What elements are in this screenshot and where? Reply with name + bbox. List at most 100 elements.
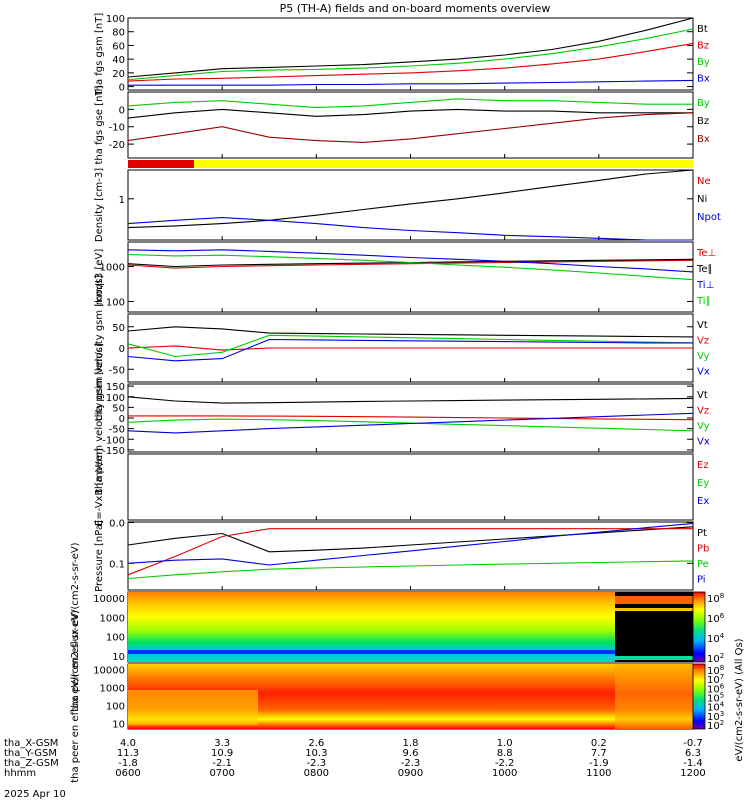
electron-spectrogram	[128, 664, 693, 729]
x-axis-row-label: tha_X-GSM	[4, 738, 58, 749]
colorbar-tick-label: 104	[707, 632, 725, 645]
y-tick-label: 0.1	[109, 559, 125, 570]
x-axis-value: 8.8	[497, 748, 513, 759]
legend-Ey: Ey	[697, 478, 709, 489]
panel-ylabel: tha peir en eflux eV/(cm2-s-sr-eV)	[70, 542, 81, 711]
panel-frame	[127, 241, 694, 313]
plot-title: P5 (TH-A) fields and on-board moments ov…	[280, 2, 551, 15]
legend-Vx: Vx	[697, 437, 710, 448]
y-tick-label: -50	[109, 365, 125, 376]
series-line-Bz	[127, 108, 693, 119]
x-axis-value: 11.3	[117, 748, 139, 759]
legend-Bz: Bz	[697, 116, 709, 127]
x-axis-value: 1200	[680, 768, 705, 779]
panel-5: tha peem velocity gsm [km/s] 150100500-50…	[94, 343, 710, 493]
x-axis-value: 4.0	[120, 738, 136, 749]
x-axis-value: 7.7	[591, 748, 607, 759]
x-axis-value: 0600	[115, 768, 140, 779]
x-axis-value: -2.3	[401, 758, 421, 769]
legend-Vx: Vx	[697, 367, 710, 378]
electron-spectrogram-patch	[128, 690, 258, 725]
x-axis-value: 9.6	[403, 748, 419, 759]
legend-By: By	[697, 98, 710, 109]
panel-ylabel: moqt3 [eV]	[94, 249, 105, 306]
panel-ylabel: tha fgs gsm [nT]	[94, 13, 105, 96]
panel-ylabel: tha peim velocity gsm [km/s]	[94, 275, 105, 422]
y-tick-label: -10	[109, 123, 125, 134]
y-tick-label: 1000	[100, 613, 125, 624]
legend-Pb: Pb	[697, 544, 709, 555]
y-tick-label: 10	[112, 720, 125, 731]
ion-spectrogram-top-band	[615, 596, 693, 604]
panel-ylabel: tha peer en eflux eV/(cm2-s-sr-eV)	[70, 610, 81, 783]
y-tick-label: -100	[102, 435, 125, 446]
series-line-Ti∥	[127, 253, 694, 281]
panels: tha fgs gsm [nT] 100806040200BtBzByBxtha …	[70, 13, 721, 783]
y-tick-label: 0	[119, 105, 125, 116]
legend-Vt: Vt	[697, 390, 708, 401]
x-axis-row-label: tha_Y-GSM	[4, 748, 57, 759]
x-axis-value: 1100	[586, 768, 611, 779]
y-tick-label: 40	[112, 55, 125, 66]
panel-ylabel: E=-VxB [mV/m]	[94, 448, 105, 526]
ion-spectrogram	[128, 592, 693, 662]
y-tick-label: 1	[119, 195, 125, 206]
electron-spectrogram-late	[615, 664, 693, 729]
y-tick-label: 0	[119, 83, 125, 94]
y-tick-label: 10000	[93, 665, 125, 676]
colorbar-tick-label: 102	[707, 719, 724, 732]
x-axis-value: 2.6	[308, 738, 324, 749]
x-axis-value: 0.2	[591, 738, 607, 749]
y-tick-label: 100	[106, 297, 125, 308]
x-axis-value: 1000	[492, 768, 517, 779]
legend-Pe: Pe	[697, 559, 709, 570]
x-axis-value: -1.9	[589, 758, 609, 769]
series-line-By	[127, 98, 693, 109]
mode-bar-yellow	[128, 160, 693, 168]
mode-bar-red	[128, 160, 194, 168]
legend-Bz: Bz	[697, 41, 709, 52]
series-line-Ti⊥	[127, 249, 694, 273]
legend-Ex: Ex	[697, 496, 709, 507]
panel-frame	[127, 17, 694, 91]
y-tick-label: 1000	[100, 262, 125, 273]
x-axis-value: -0.7	[683, 738, 703, 749]
series-line-Vy	[127, 418, 694, 432]
y-tick-label: 50	[112, 403, 125, 414]
legend-Te⊥: Te⊥	[696, 248, 716, 259]
legend-Pt: Pt	[697, 528, 707, 539]
colorbar-electron-gradient	[692, 663, 706, 730]
y-tick-label: 10	[112, 652, 125, 663]
y-tick-label: 150	[106, 382, 125, 393]
legend-Ni: Ni	[697, 194, 707, 205]
date-label: 2025 Apr 10	[4, 789, 66, 800]
series-line-Bz	[127, 42, 694, 82]
panel-frame	[127, 383, 694, 453]
panel-ylabel: tha fgs gse [nT]	[94, 85, 105, 164]
legend-Npot: Npot	[697, 212, 721, 223]
legend-Ti∥: Ti∥	[696, 296, 711, 307]
x-axis-value: 0800	[304, 768, 329, 779]
x-axis-table: tha_X-GSM 4.0 3.3 2.6 1.8 1.0 0.2 -0.7 tha_Y-GSM…	[4, 738, 706, 779]
legend-Vt: Vt	[697, 320, 708, 331]
x-axis-value: -2.3	[307, 758, 327, 769]
x-axis-value: 0900	[398, 768, 423, 779]
colorbar-label: eV/(cm2-s-sr-eV) (All Qs)	[734, 638, 745, 761]
y-tick-label: 100	[106, 14, 125, 25]
legend-Bx: Bx	[697, 74, 710, 85]
colorbar-electron	[692, 663, 706, 730]
colorbar-tick-label: 108	[707, 592, 724, 605]
legend-Bx: Bx	[697, 134, 710, 145]
series-line-Vz	[127, 345, 693, 351]
panel-6: E=-VxB [mV/m] Ez Ey Ex	[94, 448, 709, 526]
y-tick-label: -20	[109, 140, 125, 151]
legend-Ne: Ne	[697, 176, 711, 187]
panel-3: moqt3 [eV]1000 100 Te⊥ Te∥ Ti⊥ Ti∥	[94, 241, 716, 313]
y-tick-label: 10000	[93, 594, 125, 605]
series-line-By	[127, 28, 694, 81]
x-axis-value: 10.9	[211, 748, 233, 759]
mode-bar	[128, 160, 693, 168]
